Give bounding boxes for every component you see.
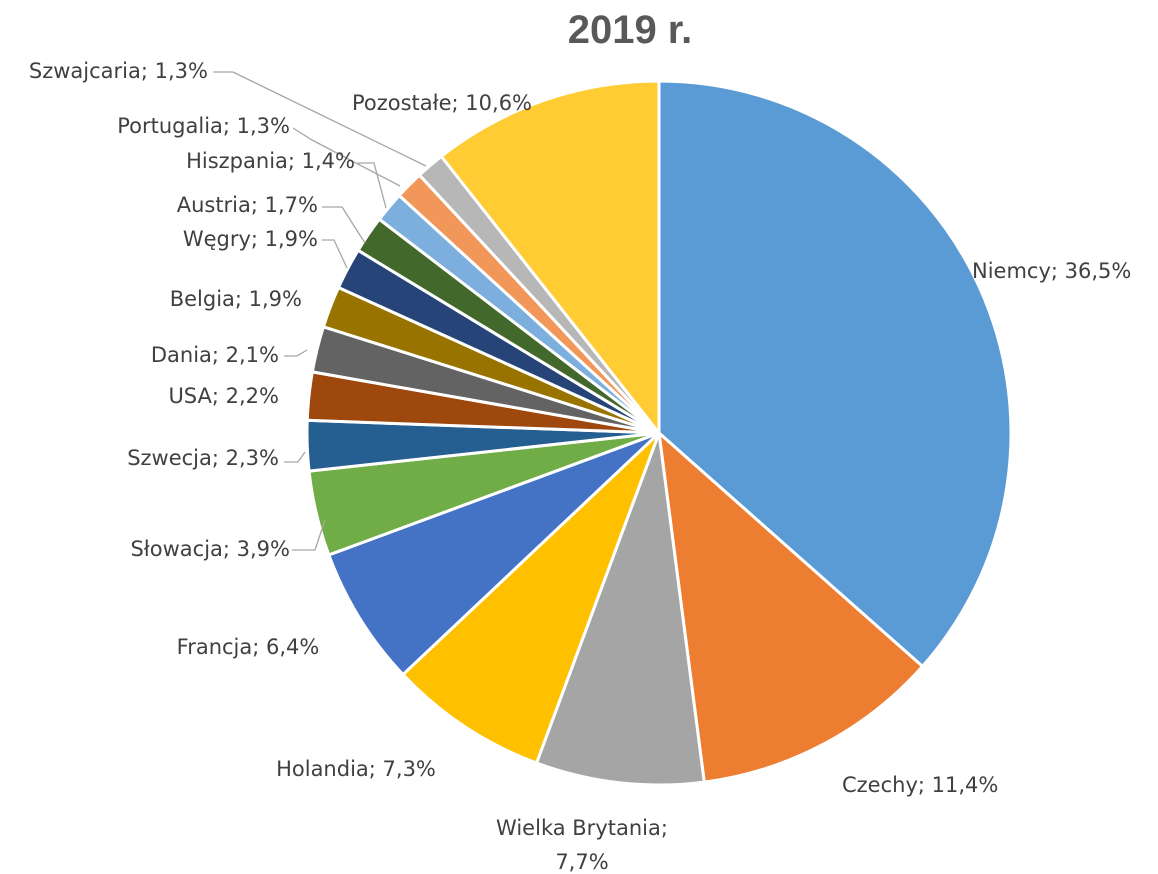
leader-line [284,451,306,463]
slice-label: Holandia; 7,3% [276,757,436,781]
slice-label: Wielka Brytania; 7,7% [496,816,668,874]
slice-label: Hiszpania; 1,4% [186,149,355,173]
pie-slice [439,79,661,438]
slice-label: Pozostałe; 10,6% [352,91,532,115]
leader-line [358,162,387,209]
pie-slice [400,431,661,765]
slice-label: Dania; 2,1% [151,343,279,367]
slice-label: Węgry; 1,9% [183,227,318,251]
slice-label: Słowacja; 3,9% [130,537,290,561]
slice-label: Niemcy; 36,5% [972,259,1131,283]
pie-slice [657,79,1013,669]
slice-label: Belgia; 1,9% [170,287,302,311]
leader-line [284,349,308,357]
data-labels: Niemcy; 36,5% Czechy; 11,4% Wielka Brytani… [29,59,1131,874]
pie-slice [534,432,706,787]
pie-slices [305,79,1013,787]
slice-label: USA; 2,2% [168,384,279,408]
slice-label: Czechy; 11,4% [842,773,998,797]
slice-label: Austria; 1,7% [177,193,318,217]
leader-line [292,127,401,187]
leader-lines [213,71,427,551]
pie-slice [656,429,925,784]
slice-label: Szwecja; 2,3% [127,446,279,470]
leader-line [322,206,366,244]
chart-title: 2019 r. [568,8,693,52]
leader-line [213,71,427,167]
leader-line [292,519,326,551]
pie-slice [326,431,661,677]
slice-label: Szwajcaria; 1,3% [29,59,208,83]
slice-label: Francja; 6,4% [177,635,320,659]
slice-label: Portugalia; 1,3% [117,114,290,138]
leader-line [322,239,348,269]
